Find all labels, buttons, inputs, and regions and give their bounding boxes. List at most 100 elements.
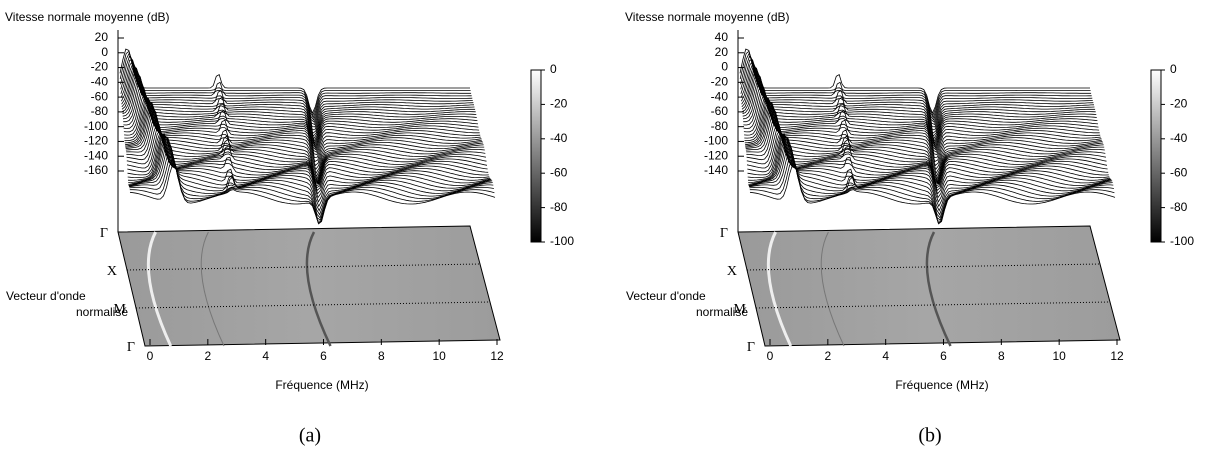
caption: (b): [918, 425, 941, 447]
y-axis-title: Vecteur d'onde: [626, 289, 706, 303]
surface-curve: [747, 131, 1109, 189]
x-tick-label: 8: [378, 349, 385, 363]
surface-curve: [124, 98, 482, 167]
surface-curve: [120, 59, 473, 123]
surface-curve: [744, 97, 1101, 159]
caption: (a): [299, 425, 321, 447]
y-tick-label: Γ: [747, 340, 755, 355]
surface-curve: [744, 95, 1101, 155]
surface-curve: [739, 50, 1091, 117]
x-tick-label: 4: [262, 349, 269, 363]
y-axis-title: normalisé: [696, 305, 748, 319]
colorbar-tick-label: -40: [1170, 131, 1188, 145]
y-tick-label: Γ: [720, 226, 728, 241]
surface-curve: [120, 55, 472, 121]
surface-curve: [127, 131, 489, 189]
surface-curve: [126, 129, 488, 187]
surface-curve: [124, 101, 483, 171]
surface-curve: [126, 127, 488, 185]
x-tick-label: 0: [147, 349, 154, 363]
surface-curve: [129, 150, 494, 221]
surface-curve: [119, 48, 470, 114]
surface-curve: [744, 98, 1102, 167]
colorbar-tick-label: -80: [550, 200, 568, 214]
surface-curve: [745, 106, 1105, 180]
map-feature: [200, 231, 225, 347]
surface-curve: [122, 77, 477, 145]
colorbar: [530, 69, 542, 243]
surface-curve: [129, 163, 496, 225]
z-tick-label: -80: [91, 104, 109, 118]
y-tick-label: X: [727, 264, 737, 279]
surface-curve: [741, 67, 1095, 134]
surface-curve: [743, 91, 1100, 153]
z-tick-label: -140: [704, 163, 728, 177]
surface-curve: [120, 52, 472, 119]
surface-curve: [127, 133, 490, 195]
surface-curve: [120, 60, 473, 126]
x-tick-label: 12: [1110, 349, 1124, 363]
z-tick-label: 20: [715, 45, 729, 59]
x-tick-label: 6: [940, 349, 947, 363]
surface-curve: [744, 97, 1102, 163]
y-tick-label: Γ: [100, 226, 108, 241]
surface-curve: [125, 106, 485, 180]
surface-curve: [739, 48, 1090, 114]
map-feature: [820, 231, 845, 347]
x-tick-label: 2: [824, 349, 831, 363]
z-tick-label: -20: [711, 75, 729, 89]
y-tick-label: M: [114, 302, 127, 317]
x-tick-label: 10: [432, 349, 446, 363]
surface-curve: [122, 79, 478, 146]
surface-curve: [740, 59, 1093, 123]
z-tick-label: -160: [84, 163, 108, 177]
x-axis-title: Fréquence (MHz): [895, 378, 988, 392]
surface-curve: [745, 102, 1104, 175]
z-tick-label: 40: [715, 30, 729, 44]
surface-curve: [745, 111, 1105, 182]
surface-curve: [743, 89, 1100, 151]
surface-curve: [121, 65, 475, 131]
surface-curve: [749, 158, 1115, 224]
surface-curve: [748, 144, 1113, 219]
z-axis-title: Vitesse normale moyenne (dB): [625, 10, 790, 24]
surface-curve: [125, 103, 484, 178]
x-tick-label: 12: [490, 349, 504, 363]
colorbar-tick-label: -20: [1170, 97, 1188, 111]
map-feature: [925, 231, 952, 347]
surface-curve: [740, 52, 1092, 119]
z-tick-label: -60: [711, 104, 729, 118]
dotted-line: [135, 301, 491, 309]
dotted-line: [126, 263, 481, 271]
surface-curve: [743, 83, 1099, 148]
colorbar-tick-label: -40: [550, 131, 568, 145]
y-axis-title: Vecteur d'onde: [6, 289, 86, 303]
z-tick-label: -100: [84, 119, 108, 133]
surface-curve: [129, 154, 494, 222]
surface-curve: [746, 114, 1106, 183]
surface-curve: [740, 55, 1092, 121]
surface-curve: [119, 50, 471, 117]
surface-curve: [746, 122, 1107, 184]
surface-curve: [122, 70, 476, 140]
colorbar-tick-label: -60: [1170, 165, 1188, 179]
surface-curve: [125, 102, 484, 175]
map-feature: [146, 231, 173, 347]
surface-curve: [745, 103, 1104, 178]
surface-curve: [748, 139, 1113, 216]
surface-curve: [121, 68, 476, 137]
z-tick-label: -40: [91, 75, 109, 89]
surface-curve: [124, 97, 481, 159]
surface-curve: [741, 62, 1094, 128]
x-axis-title: Fréquence (MHz): [275, 378, 368, 392]
surface-curve: [121, 62, 474, 128]
surface-curve: [741, 68, 1096, 137]
surface-curve: [746, 129, 1108, 187]
surface-curve: [125, 111, 485, 182]
surface-curve: [749, 163, 1116, 225]
surface-curve: [747, 133, 1109, 192]
z-tick-label: -120: [84, 134, 108, 148]
x-tick-label: 8: [998, 349, 1005, 363]
surface-curve: [123, 83, 479, 148]
